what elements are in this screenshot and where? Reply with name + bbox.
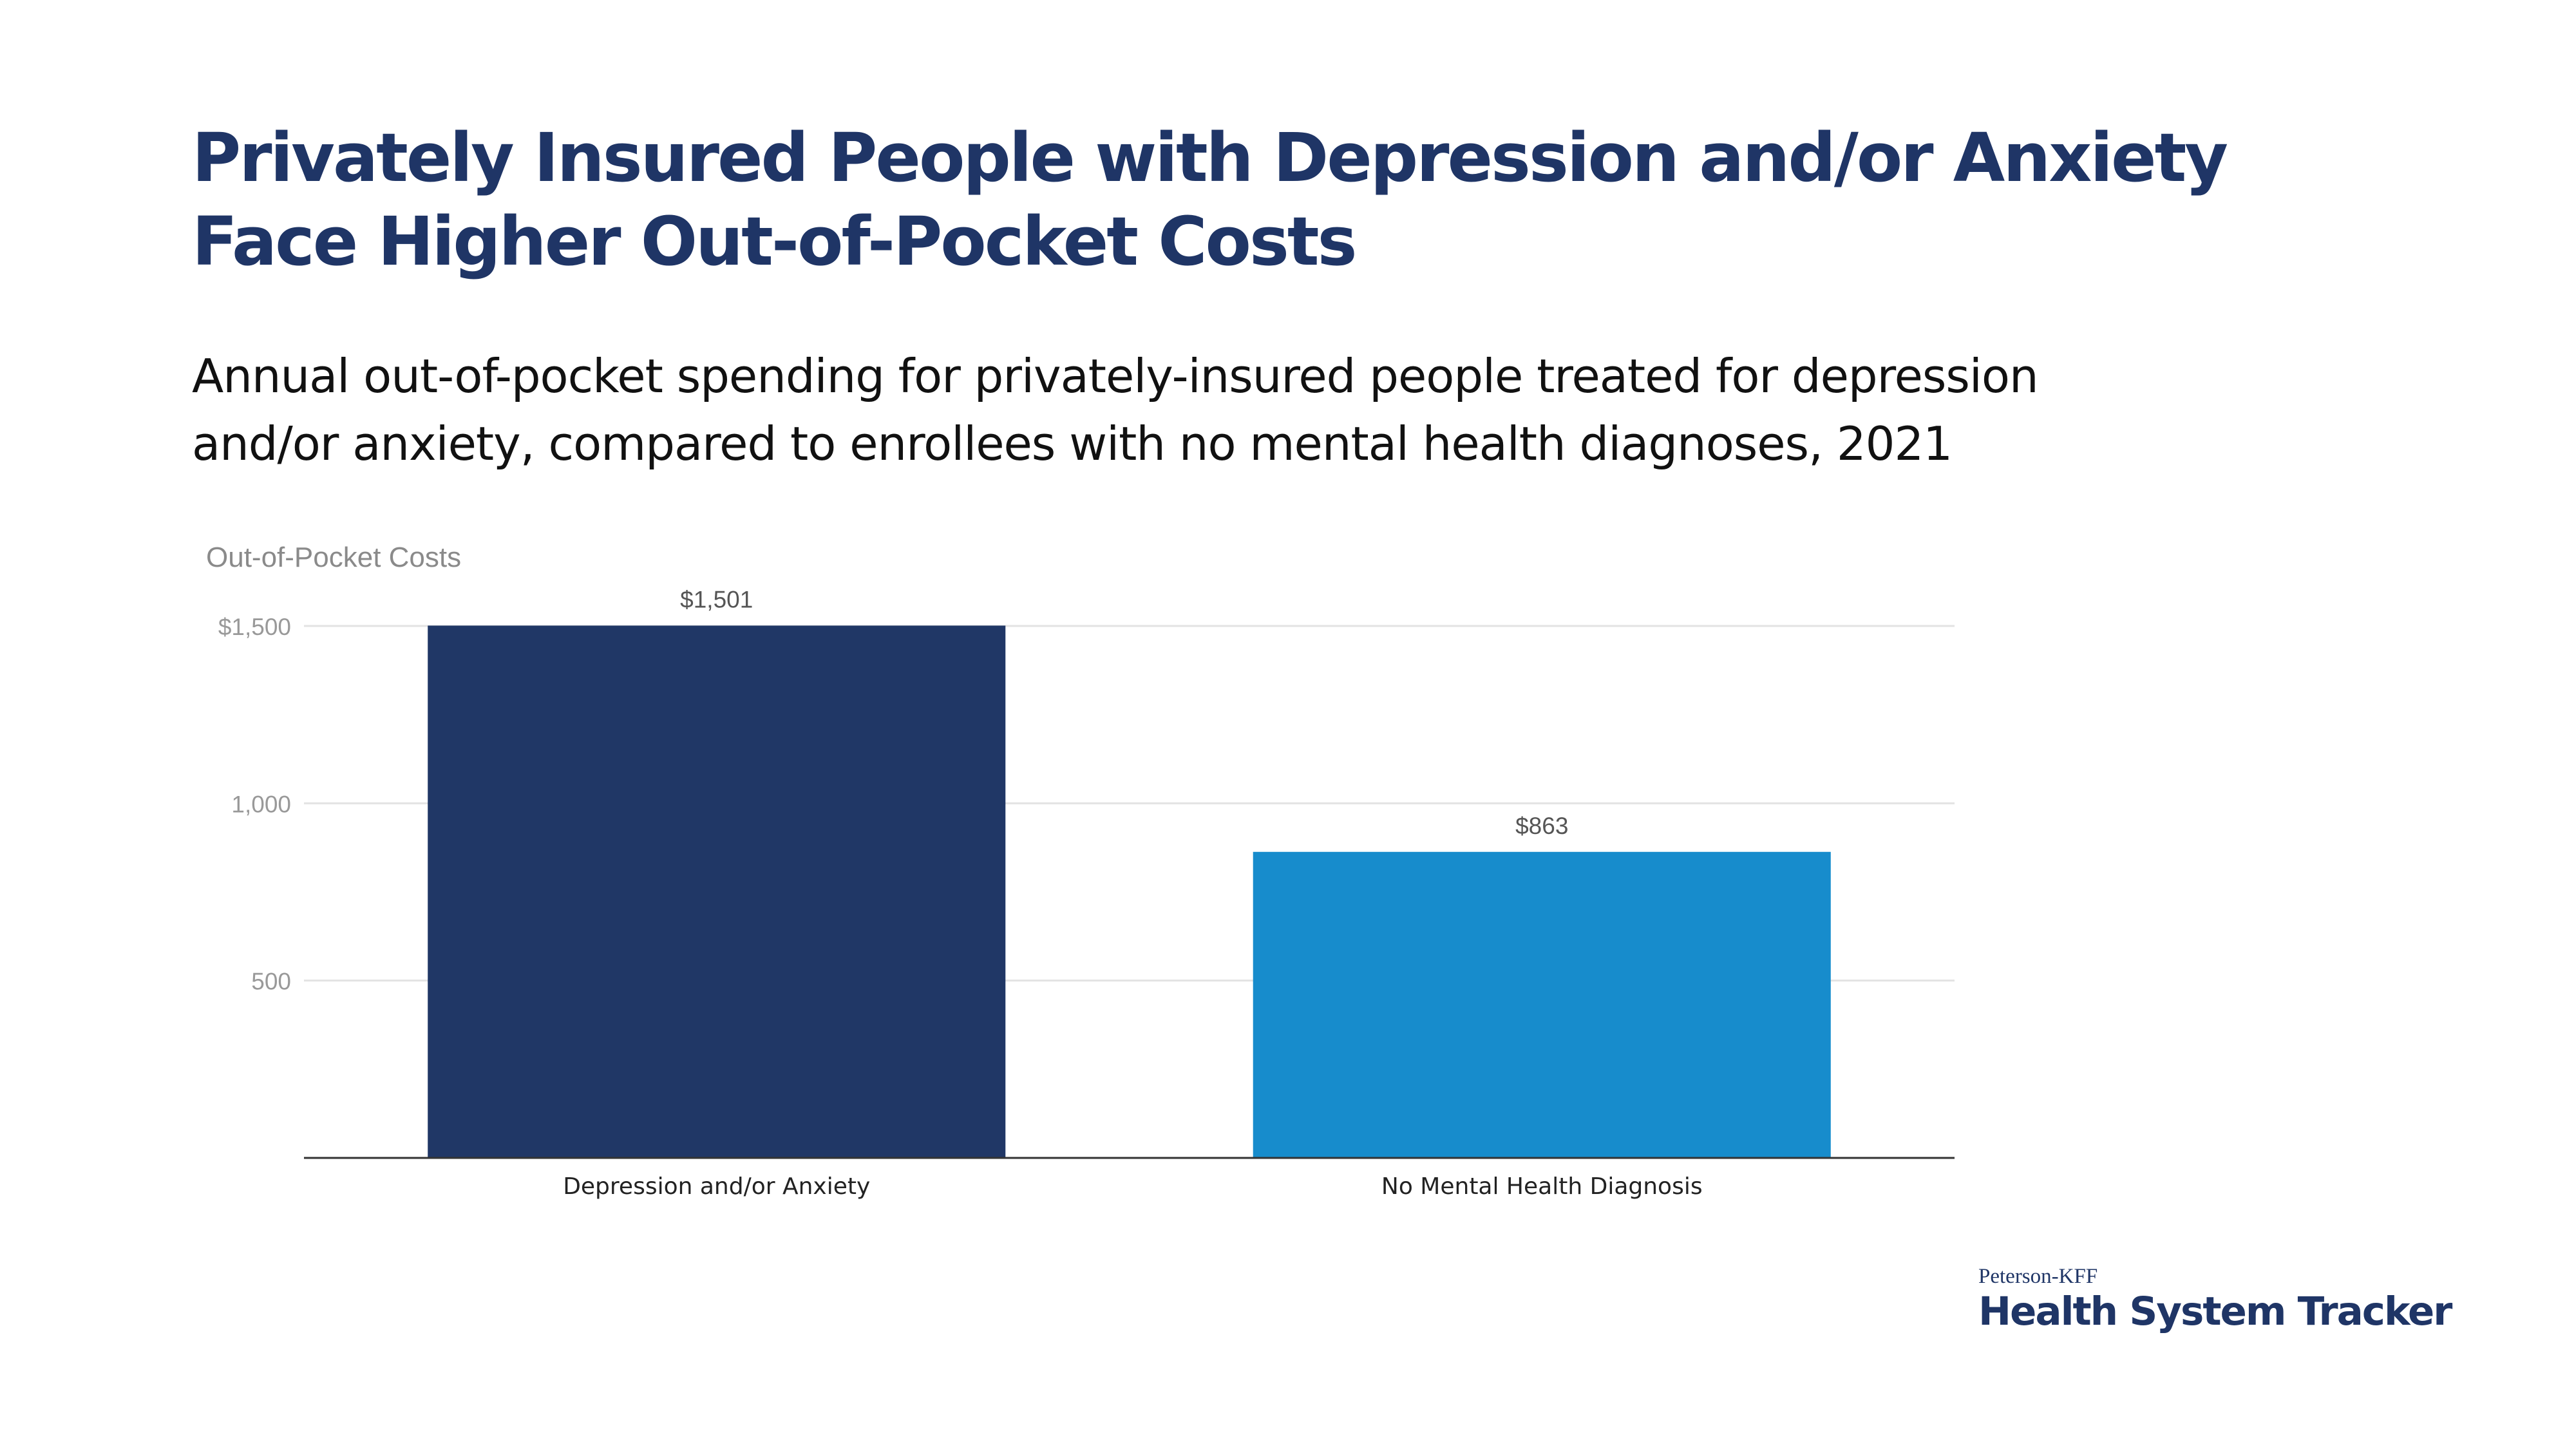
brand-logo-top: Peterson-KFF bbox=[1978, 1265, 2098, 1288]
chart-subtitle: Annual out-of-pocket spending for privat… bbox=[192, 343, 2317, 478]
y-axis-label: Out-of-Pocket Costs bbox=[206, 542, 461, 573]
y-tick-label: 500 bbox=[251, 969, 291, 995]
value-labels: $1,501 $863 bbox=[680, 586, 1568, 838]
bar-value-label: $863 bbox=[1515, 813, 1568, 839]
y-tick-labels: 500 1,000 $1,500 bbox=[218, 614, 291, 995]
y-tick-label: 1,000 bbox=[231, 791, 291, 817]
x-tick-label: No Mental Health Diagnosis bbox=[1381, 1173, 1703, 1200]
chart-subtitle-line-2: and/or anxiety, compared to enrollees wi… bbox=[192, 417, 1953, 471]
x-tick-label: Depression and/or Anxiety bbox=[563, 1173, 870, 1200]
bars bbox=[428, 625, 1831, 1158]
bar bbox=[428, 625, 1006, 1158]
bar bbox=[1253, 851, 1831, 1158]
brand-logo: Peterson-KFF Health System Tracker bbox=[1978, 1264, 2494, 1334]
x-tick-labels: Depression and/or Anxiety No Mental Healt… bbox=[563, 1173, 1702, 1200]
chart-title: Privately Insured People with Depression… bbox=[192, 116, 2317, 283]
bar-value-label: $1,501 bbox=[680, 586, 753, 612]
y-tick-label: $1,500 bbox=[218, 614, 291, 640]
chart-title-line-1: Privately Insured People with Depression… bbox=[192, 118, 2228, 197]
chart-title-line-2: Face Higher Out-of-Pocket Costs bbox=[192, 202, 1358, 281]
brand-logo-main: Health System Tracker bbox=[1978, 1289, 2452, 1334]
chart-subtitle-line-1: Annual out-of-pocket spending for privat… bbox=[192, 349, 2039, 403]
